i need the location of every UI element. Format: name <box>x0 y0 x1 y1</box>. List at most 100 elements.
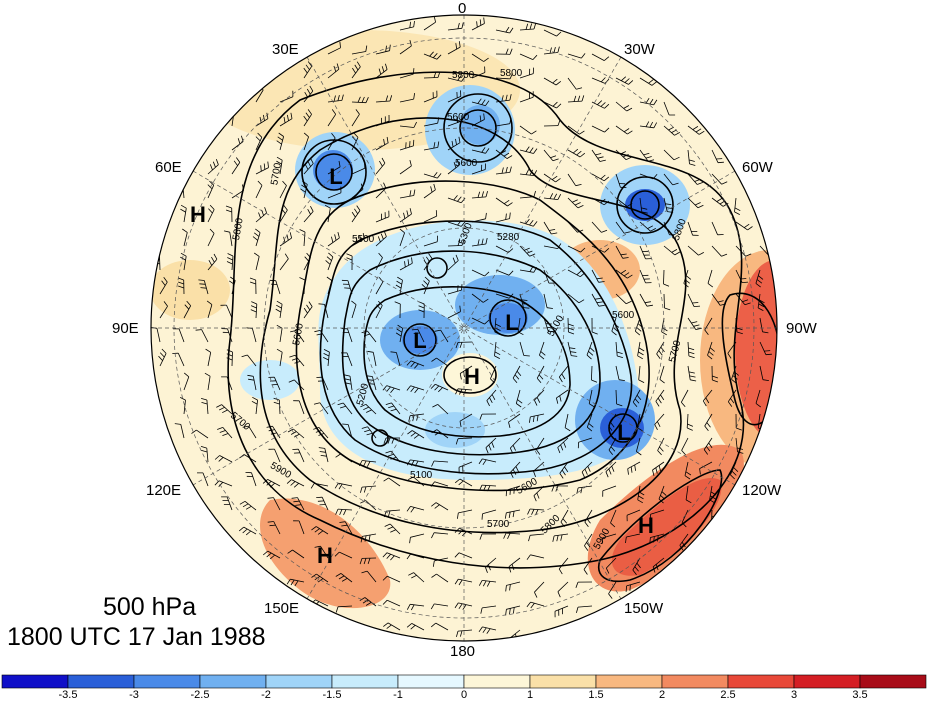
wind-barb-feather <box>273 397 280 401</box>
wind-barb-staff <box>375 50 390 55</box>
wind-barb-feather <box>200 287 207 289</box>
wind-barb-feather <box>632 569 637 575</box>
wind-barb-feather <box>208 260 213 266</box>
wind-barb-feather <box>227 257 233 261</box>
wind-barb-feather <box>438 387 443 393</box>
wind-barb-feather <box>568 323 574 327</box>
wind-barb-feather <box>562 518 568 524</box>
wind-barb-feather <box>557 591 561 598</box>
wind-barb-staff <box>447 46 461 55</box>
wind-barb-feather <box>275 308 282 313</box>
wind-barb-feather <box>352 67 356 74</box>
wind-barb-feather <box>387 453 394 457</box>
wind-barb-feather <box>303 115 308 122</box>
wind-barb-staff <box>156 328 161 343</box>
wind-barb-feather <box>481 513 483 520</box>
wind-barb-feather <box>386 624 392 629</box>
wind-barb-feather <box>177 186 184 189</box>
colorbar-tick-label: -2 <box>261 689 271 701</box>
wind-barb-feather <box>551 485 555 492</box>
wind-barb-feather <box>482 627 487 633</box>
wind-barb-feather <box>501 95 504 102</box>
wind-barb-feather <box>214 455 220 460</box>
wind-barb-staff <box>490 365 497 379</box>
wind-barb-staff <box>519 173 534 176</box>
wind-barb-feather <box>580 247 586 253</box>
wind-barb-feather <box>638 347 645 352</box>
wind-barb-feather <box>645 156 652 159</box>
wind-barb-feather <box>527 508 531 515</box>
wind-barb-feather <box>703 449 709 455</box>
wind-barb-staff <box>659 365 665 380</box>
contour-label: 5600 <box>291 322 306 346</box>
wind-barb-feather <box>418 309 425 313</box>
wind-barb-staff <box>615 173 621 188</box>
wind-barb-feather <box>455 43 458 50</box>
wind-barbs <box>151 16 776 641</box>
wind-barb-staff <box>351 66 361 79</box>
wind-barb-feather <box>387 437 391 444</box>
wind-barb-staff <box>471 243 486 247</box>
wind-barb-feather <box>390 456 397 460</box>
wind-barb-staff <box>351 304 357 319</box>
wind-barb-feather <box>649 121 654 128</box>
wind-barb-feather <box>536 415 539 422</box>
wind-barb-feather <box>225 209 232 213</box>
wind-barb-feather <box>494 355 500 359</box>
wind-barb-staff <box>447 245 463 247</box>
wind-barb-feather <box>744 223 750 228</box>
wind-barb-staff <box>243 454 257 463</box>
wind-barb-staff <box>447 96 461 103</box>
wind-barb-feather <box>186 300 192 306</box>
wind-barb-staff <box>447 77 462 82</box>
wind-barb-feather <box>460 630 463 637</box>
wind-barb-feather <box>223 230 230 233</box>
wind-barb-feather <box>295 504 302 506</box>
wind-barb-staff <box>410 506 425 511</box>
wind-barb-feather <box>533 23 537 30</box>
wind-barb-staff <box>602 533 617 539</box>
wind-barb-staff <box>639 197 643 212</box>
wind-barb-staff <box>519 269 534 273</box>
wind-barb-feather <box>483 57 489 62</box>
wind-barb-feather <box>564 427 571 432</box>
wind-barb-staff <box>731 365 737 380</box>
wind-barb-feather <box>673 156 680 161</box>
wind-barb-feather <box>325 260 331 265</box>
wind-barb-feather <box>508 270 514 276</box>
wind-barb-feather <box>509 212 511 219</box>
wind-barb-feather <box>503 532 507 539</box>
longitude-label-150w: 150W <box>624 600 664 617</box>
wind-barb-feather <box>382 575 388 581</box>
wind-barb-feather <box>638 351 644 356</box>
wind-barb-staff <box>567 341 572 356</box>
wind-barb-feather <box>215 158 219 165</box>
wind-barb-feather <box>557 243 562 249</box>
wind-barb-feather <box>627 130 633 135</box>
wind-barb-feather <box>333 95 336 102</box>
wind-barb-staff <box>388 477 401 487</box>
wind-barb-feather <box>390 555 395 561</box>
wind-barb-feather <box>549 47 552 54</box>
wind-barb-feather <box>512 469 517 475</box>
wind-barb-staff <box>663 125 675 136</box>
wind-barb-staff <box>755 269 761 284</box>
wind-barb-feather <box>560 521 565 527</box>
wind-barb-staff <box>711 293 721 306</box>
wind-barb-feather <box>652 174 658 180</box>
wind-barb-feather <box>242 184 245 191</box>
wind-barb-feather <box>603 200 610 206</box>
wind-barb-staff <box>339 551 353 559</box>
wind-barb-feather <box>617 355 624 358</box>
wind-barb-feather <box>688 347 695 351</box>
wind-barb-staff <box>221 404 233 415</box>
wind-barb-feather <box>437 141 440 148</box>
wind-barb-feather <box>737 451 744 454</box>
wind-barb-feather <box>457 75 462 81</box>
wind-barb-feather <box>289 232 292 239</box>
wind-barb-feather <box>159 352 165 358</box>
wind-barb-feather <box>584 545 589 551</box>
wind-barb-feather <box>516 370 522 377</box>
wind-barb-feather <box>418 305 425 309</box>
wind-barb-feather <box>269 482 275 488</box>
